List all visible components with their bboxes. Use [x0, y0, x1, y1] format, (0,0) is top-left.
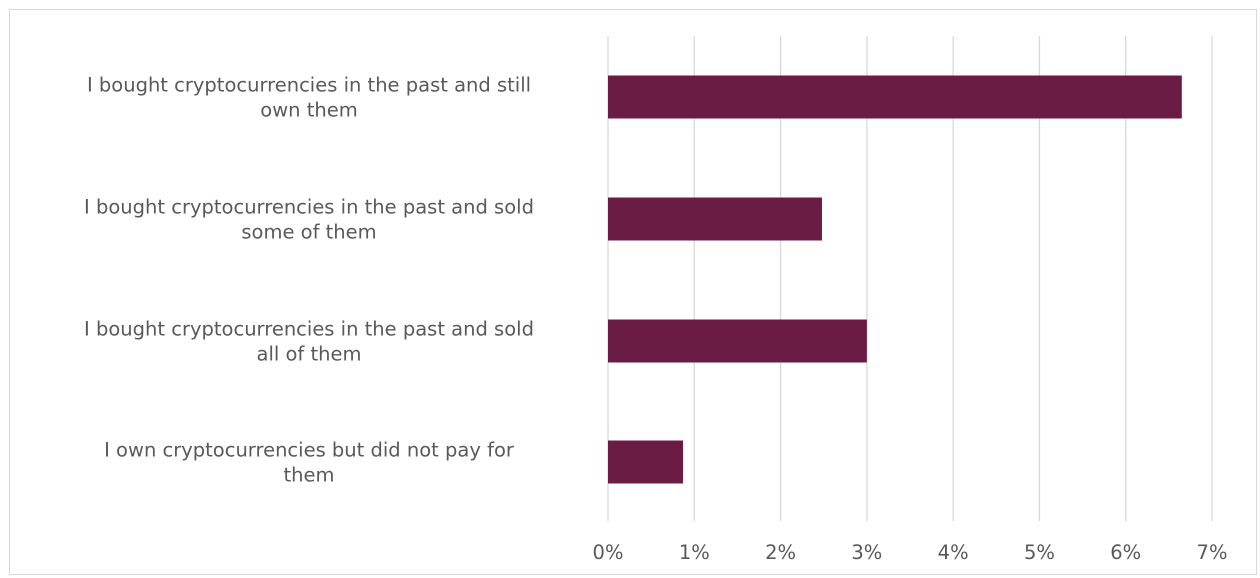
- bar: [608, 75, 1182, 119]
- x-axis-ticks: 0% 1% 2% 3% 4% 5% 6% 7%: [593, 541, 1228, 564]
- x-tick-label: 3%: [851, 541, 882, 564]
- x-tick-label: 7%: [1197, 541, 1228, 564]
- bar: [608, 440, 684, 484]
- bar: [608, 197, 822, 241]
- bars: [608, 75, 1182, 484]
- x-tick-label: 0%: [593, 541, 624, 564]
- x-tick-label: 5%: [1024, 541, 1055, 564]
- x-tick-label: 1%: [679, 541, 710, 564]
- category-label: I own cryptocurrencies but did not pay f…: [104, 439, 515, 487]
- x-tick-label: 6%: [1110, 541, 1141, 564]
- x-tick-label: 4%: [938, 541, 969, 564]
- category-label: I bought cryptocurrencies in the past an…: [87, 74, 531, 122]
- category-labels: I bought cryptocurrencies in the past an…: [84, 74, 534, 487]
- x-tick-label: 2%: [765, 541, 796, 564]
- category-label: I bought cryptocurrencies in the past an…: [84, 196, 534, 244]
- bar: [608, 319, 867, 363]
- category-label: I bought cryptocurrencies in the past an…: [84, 318, 534, 366]
